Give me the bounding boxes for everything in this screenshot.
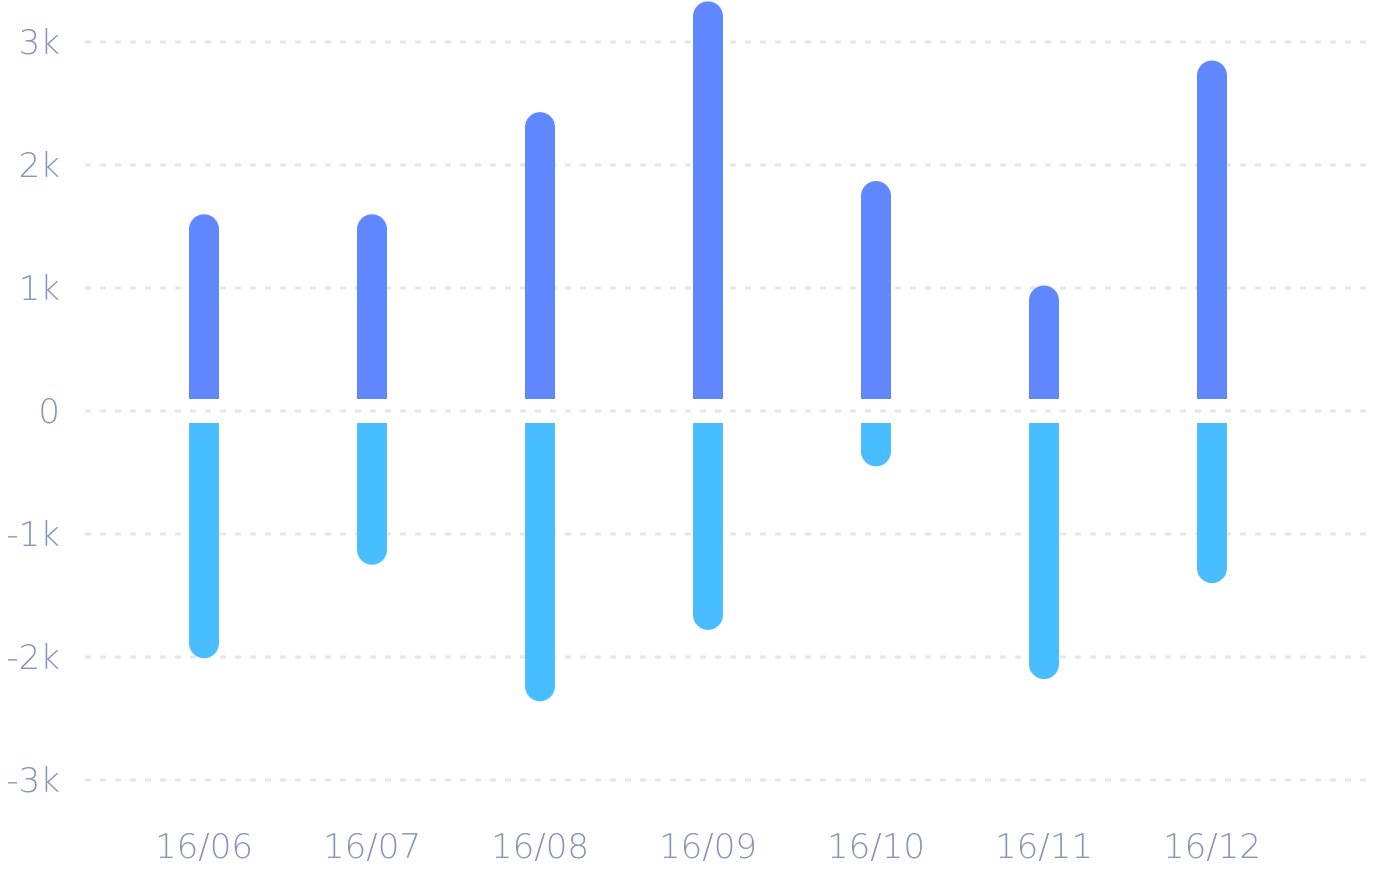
bar-positive-16-06 [189, 214, 219, 399]
x-tick-label: 16/06 [155, 827, 253, 867]
bars-layer [189, 1, 1227, 702]
bar-negative-16-12 [1197, 423, 1227, 584]
x-tick-label: 16/08 [491, 827, 589, 867]
x-tick-label: 16/10 [827, 827, 925, 867]
bar-positive-16-08 [525, 112, 555, 399]
x-tick-label: 16/09 [659, 827, 757, 867]
x-tick-label: 16/11 [995, 827, 1093, 867]
bar-positive-16-09 [693, 1, 723, 399]
bar-positive-16-07 [357, 214, 387, 399]
y-tick-label: 1k [19, 269, 60, 309]
bar-negative-16-10 [861, 423, 891, 467]
bar-positive-16-12 [1197, 60, 1227, 399]
bar-negative-16-11 [1029, 423, 1059, 680]
x-tick-label: 16/12 [1163, 827, 1261, 867]
y-tick-label: 2k [19, 146, 60, 186]
y-axis-ticks: 3k 2k 1k 0 -1k -2k -3k [6, 23, 60, 801]
bar-positive-16-10 [861, 180, 891, 399]
grid-layer [85, 40, 1374, 782]
bar-negative-16-06 [189, 423, 219, 659]
bar-positive-16-11 [1029, 285, 1059, 399]
x-tick-label: 16/07 [323, 827, 421, 867]
bar-negative-16-07 [357, 423, 387, 565]
bar-negative-16-08 [525, 423, 555, 702]
y-tick-label: 3k [19, 23, 60, 63]
y-tick-label: 0 [38, 392, 60, 432]
bar-negative-16-09 [693, 423, 723, 630]
y-tick-label: -3k [6, 761, 60, 801]
x-axis-ticks: 16/06 16/07 16/08 16/09 16/10 16/11 16/12 [155, 827, 1261, 867]
y-tick-label: -1k [6, 515, 60, 555]
y-tick-label: -2k [6, 638, 60, 678]
